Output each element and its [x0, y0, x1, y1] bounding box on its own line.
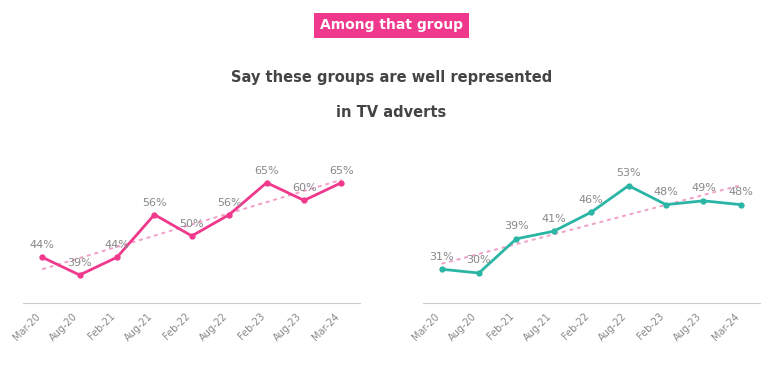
Text: 41%: 41%: [541, 214, 566, 224]
Text: 46%: 46%: [579, 194, 604, 205]
Text: 56%: 56%: [142, 198, 167, 207]
Text: 39%: 39%: [67, 258, 92, 268]
Text: 53%: 53%: [616, 168, 641, 178]
Text: 60%: 60%: [292, 183, 316, 193]
Text: 30%: 30%: [467, 256, 491, 265]
Text: in TV adverts: in TV adverts: [337, 105, 446, 120]
Text: 48%: 48%: [728, 187, 753, 197]
Text: 44%: 44%: [30, 240, 55, 250]
Text: 39%: 39%: [504, 221, 529, 231]
Text: 65%: 65%: [329, 166, 354, 175]
Text: 50%: 50%: [179, 219, 204, 229]
Text: Say these groups are well represented: Say these groups are well represented: [231, 70, 552, 85]
Text: 65%: 65%: [254, 166, 279, 175]
Text: 56%: 56%: [217, 198, 242, 207]
Text: 49%: 49%: [691, 183, 716, 193]
Text: 44%: 44%: [105, 240, 129, 250]
Text: 31%: 31%: [429, 252, 454, 262]
Text: 48%: 48%: [654, 187, 678, 197]
Text: Among that group: Among that group: [320, 18, 463, 32]
